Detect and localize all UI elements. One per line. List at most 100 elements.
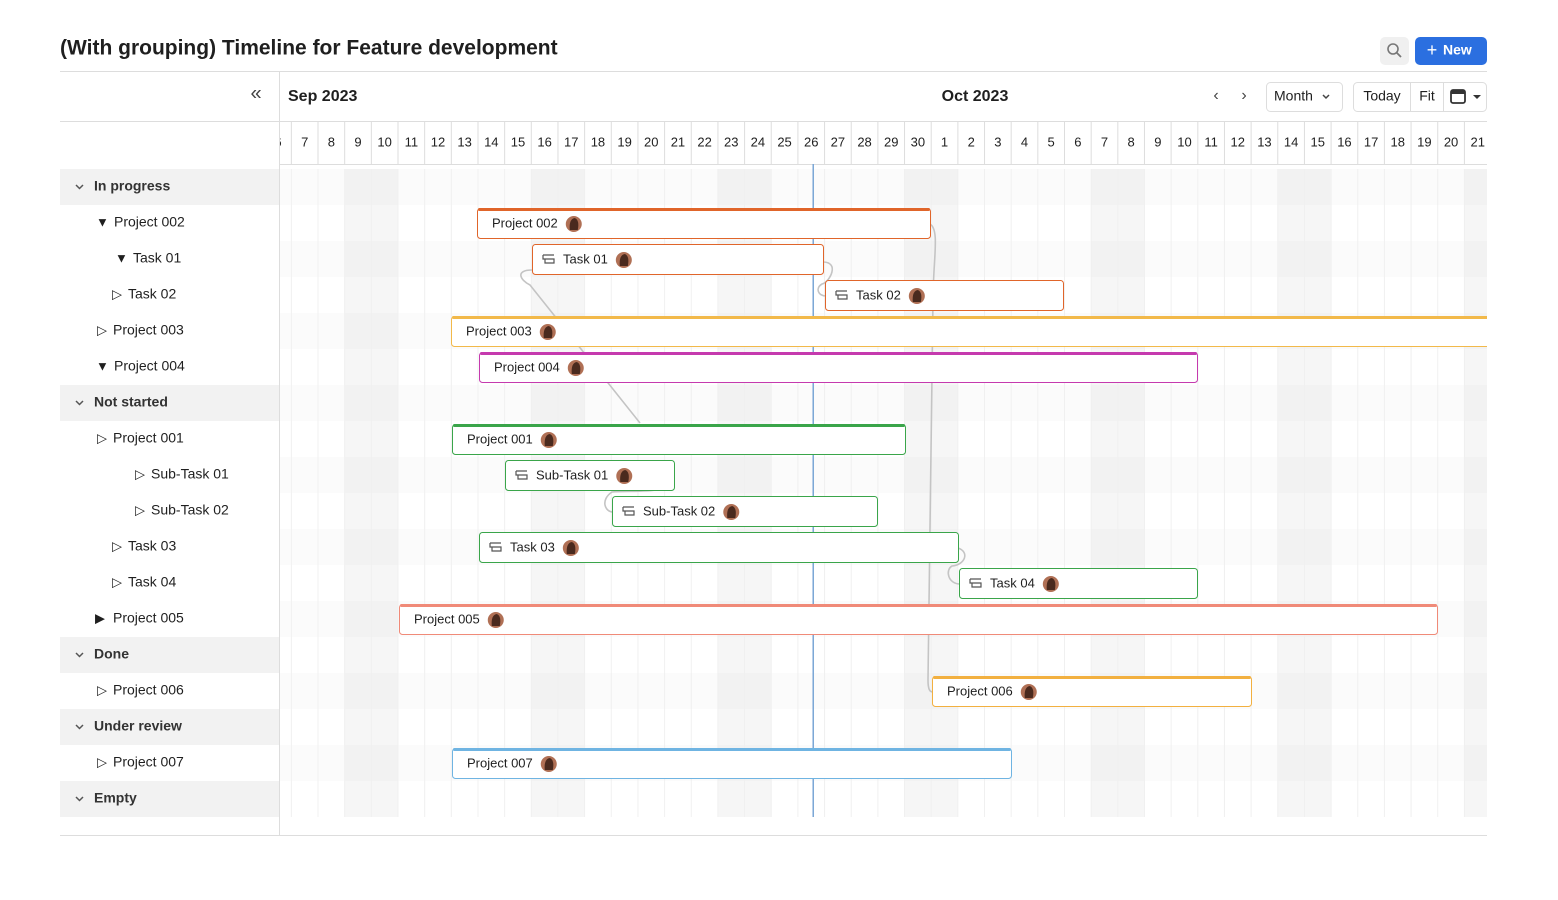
day-label: 27 bbox=[831, 134, 845, 149]
row-label: Project 004 bbox=[114, 358, 185, 374]
timeline-bar[interactable] bbox=[479, 532, 959, 563]
avatar-hair bbox=[1024, 686, 1034, 698]
day-label: 4 bbox=[1021, 134, 1028, 149]
day-label: 19 bbox=[617, 134, 631, 149]
bar-label: Task 03 bbox=[510, 539, 555, 554]
page-title: (With grouping) Timeline for Feature dev… bbox=[60, 37, 558, 60]
weekend-column bbox=[345, 169, 372, 817]
row-label: Project 002 bbox=[114, 214, 185, 230]
tree-toggle[interactable]: ▷ bbox=[112, 286, 122, 301]
row-label: Sub-Task 01 bbox=[151, 466, 229, 482]
search-icon bbox=[1387, 43, 1399, 55]
expand-chevron[interactable] bbox=[75, 796, 84, 802]
bar-label: Sub-Task 02 bbox=[643, 503, 715, 518]
expand-chevron[interactable] bbox=[75, 724, 84, 730]
tree-toggle[interactable]: ▷ bbox=[135, 502, 145, 517]
expand-chevron[interactable] bbox=[75, 184, 84, 190]
day-label: 24 bbox=[751, 134, 765, 149]
day-label: 10 bbox=[1177, 134, 1191, 149]
view-select-label: Month bbox=[1274, 88, 1313, 104]
group-label: Empty bbox=[94, 790, 137, 806]
tree-toggle[interactable]: ▷ bbox=[112, 538, 122, 553]
timeline-bar[interactable] bbox=[505, 460, 675, 491]
tree-toggle[interactable]: ▼ bbox=[96, 214, 109, 229]
tree-toggle[interactable]: ▼ bbox=[115, 250, 128, 265]
avatar-hair bbox=[566, 542, 576, 554]
day-label: 22 bbox=[697, 134, 711, 149]
timeline-bar[interactable] bbox=[399, 604, 1438, 635]
timeline-row-bg bbox=[280, 637, 1487, 673]
timeline-bar[interactable] bbox=[532, 244, 824, 275]
bar-label: Task 01 bbox=[563, 251, 608, 266]
chevron bbox=[1473, 95, 1481, 99]
timeline-bar[interactable] bbox=[612, 496, 878, 527]
timeline-bar[interactable] bbox=[452, 748, 1012, 779]
day-label: 5 bbox=[1048, 134, 1055, 149]
view-select[interactable] bbox=[1266, 82, 1343, 112]
weekend-column bbox=[1464, 169, 1491, 817]
group-label: Under review bbox=[94, 718, 182, 734]
day-label: 11 bbox=[1204, 134, 1218, 149]
timeline-row-bg bbox=[280, 781, 1487, 817]
avatar-hair bbox=[1046, 578, 1056, 590]
bar-label: Task 02 bbox=[856, 287, 901, 302]
row-label: Project 007 bbox=[113, 754, 184, 770]
tree-toggle[interactable]: ▷ bbox=[97, 322, 107, 337]
tree-toggle[interactable]: ▷ bbox=[112, 574, 122, 589]
dependency-link bbox=[817, 261, 834, 297]
tree-toggle[interactable]: ▷ bbox=[97, 682, 107, 697]
row-label: Project 005 bbox=[113, 610, 184, 626]
group-row-bg bbox=[60, 781, 279, 817]
chevron bbox=[1322, 94, 1330, 100]
avatar-hair bbox=[543, 326, 553, 338]
day-label: 12 bbox=[1231, 134, 1245, 149]
bar-label: Project 003 bbox=[466, 323, 532, 338]
expand-chevron[interactable] bbox=[75, 400, 84, 406]
day-label: 18 bbox=[1391, 134, 1405, 149]
today-button[interactable]: Today bbox=[1363, 88, 1400, 104]
task-icon bbox=[969, 578, 982, 588]
day-label: 13 bbox=[457, 134, 471, 149]
bar-label: Project 004 bbox=[494, 359, 560, 374]
tree-toggle[interactable]: ▷ bbox=[97, 430, 107, 445]
tree-toggle[interactable]: ▷ bbox=[135, 466, 145, 481]
expand-chevron[interactable] bbox=[75, 652, 84, 658]
collapse-button[interactable]: « bbox=[250, 82, 261, 104]
new-button[interactable] bbox=[1415, 37, 1487, 65]
bar-label: Project 001 bbox=[467, 431, 533, 446]
dependency-link bbox=[947, 547, 966, 585]
search-button[interactable] bbox=[1380, 37, 1409, 65]
bar-top-accent bbox=[453, 748, 1011, 751]
row-label: Project 006 bbox=[113, 682, 184, 698]
fit-button[interactable]: Fit bbox=[1419, 88, 1435, 104]
timeline-bar[interactable] bbox=[959, 568, 1198, 599]
group-row-bg bbox=[60, 637, 279, 673]
day-label: 26 bbox=[804, 134, 818, 149]
prev-button[interactable]: ‹ bbox=[1213, 87, 1218, 104]
tree-toggle[interactable]: ▼ bbox=[96, 358, 109, 373]
bar-label: Project 005 bbox=[414, 611, 480, 626]
tree-toggle[interactable]: ▶ bbox=[95, 610, 105, 625]
tree-toggle[interactable]: ▷ bbox=[97, 754, 107, 769]
row-label: Sub-Task 02 bbox=[151, 502, 229, 518]
timeline-bar[interactable] bbox=[825, 280, 1064, 311]
day-label: 11 bbox=[405, 134, 419, 149]
bar-top-accent bbox=[933, 676, 1251, 679]
search-icon-handle bbox=[1396, 52, 1402, 58]
day-label: 12 bbox=[431, 134, 445, 149]
timeline-bar[interactable] bbox=[451, 316, 1501, 347]
avatar-hair bbox=[569, 218, 579, 230]
day-label: 28 bbox=[857, 134, 871, 149]
next-button[interactable]: › bbox=[1241, 87, 1246, 104]
row-label: Project 003 bbox=[113, 322, 184, 338]
timeline-row-bg bbox=[280, 493, 1487, 529]
timeline-bar[interactable] bbox=[479, 352, 1198, 383]
avatar-hair bbox=[620, 470, 629, 482]
day-label: 9 bbox=[1154, 134, 1161, 149]
day-label: 3 bbox=[994, 134, 1001, 149]
plus-icon: + bbox=[1427, 40, 1438, 60]
timeline-row-bg bbox=[280, 565, 1487, 601]
month-label: Oct 2023 bbox=[942, 88, 1009, 105]
timeline-row-bg bbox=[280, 241, 1487, 277]
